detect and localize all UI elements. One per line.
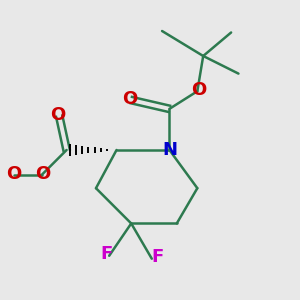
Text: O: O xyxy=(50,106,65,124)
Text: O: O xyxy=(35,164,51,182)
Text: O: O xyxy=(6,164,21,182)
Text: F: F xyxy=(100,245,112,263)
Text: N: N xyxy=(162,141,177,159)
Text: O: O xyxy=(122,90,137,108)
Text: O: O xyxy=(191,81,206,99)
Text: F: F xyxy=(152,248,164,266)
